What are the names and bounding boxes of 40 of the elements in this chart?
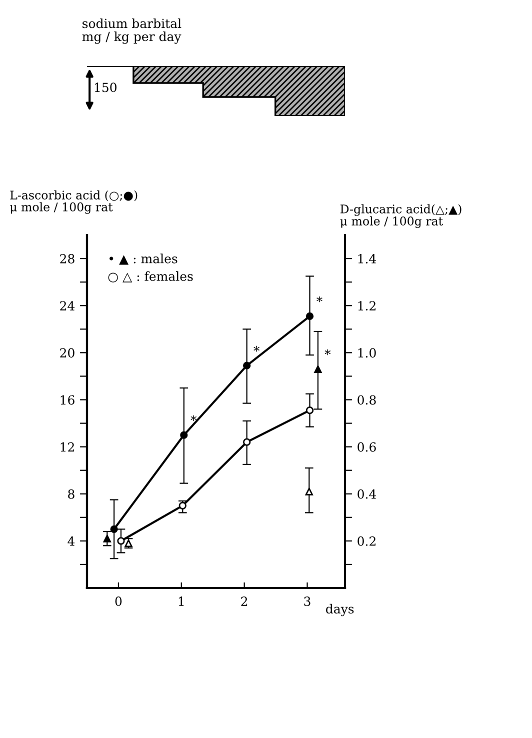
y2-tick-label: 0.8 bbox=[358, 395, 376, 405]
y-tick-label: 24 bbox=[60, 301, 75, 310]
y-tick-label: 28 bbox=[60, 254, 74, 264]
data-label: * bbox=[324, 349, 331, 356]
x-tick-label: 0 bbox=[115, 596, 122, 606]
point bbox=[306, 312, 314, 320]
point bbox=[180, 431, 188, 439]
y-tick-label: 12 bbox=[60, 442, 74, 452]
point bbox=[117, 537, 125, 545]
data-label: * bbox=[254, 346, 260, 352]
y2-tick-label: 0.4 bbox=[358, 489, 376, 499]
y-tick-label: 4 bbox=[68, 536, 75, 546]
x-tick-label: 3 bbox=[304, 596, 310, 606]
y-tick-label: 8 bbox=[68, 489, 74, 499]
point bbox=[314, 365, 322, 373]
text: 150 bbox=[94, 82, 116, 92]
y2-tick-label: 0.2 bbox=[358, 536, 376, 546]
y2-tick-label: 1.4 bbox=[358, 254, 376, 264]
point bbox=[103, 534, 111, 542]
annotation: ○ △ : females bbox=[108, 271, 193, 282]
point bbox=[243, 362, 251, 370]
annotation: • ▲ : males bbox=[110, 254, 178, 265]
y-axis-title: L-ascorbic acid (○;●) μ mole / 100g rat bbox=[10, 190, 138, 214]
y2-tick-label: 0.6 bbox=[358, 442, 376, 452]
point bbox=[243, 438, 251, 446]
data-label: * bbox=[190, 415, 197, 422]
y-tick-label: 20 bbox=[60, 348, 74, 358]
point bbox=[306, 406, 314, 414]
x-tick-label: 1 bbox=[178, 596, 184, 606]
y2-tick-label: 1.0 bbox=[358, 348, 376, 358]
point bbox=[178, 502, 186, 510]
x-tick-label: 2 bbox=[241, 596, 248, 606]
point bbox=[305, 488, 313, 496]
x-axis-title: days bbox=[326, 604, 354, 616]
data-label: * bbox=[316, 296, 322, 302]
y-tick-label: 16 bbox=[60, 395, 74, 405]
text: sodium barbital mg / kg per day bbox=[82, 18, 182, 44]
point bbox=[110, 525, 118, 533]
y2-axis-title: D-glucaric acid(△;▲) μ mole / 100g rat bbox=[340, 204, 462, 228]
y2-tick-label: 1.2 bbox=[358, 301, 376, 311]
